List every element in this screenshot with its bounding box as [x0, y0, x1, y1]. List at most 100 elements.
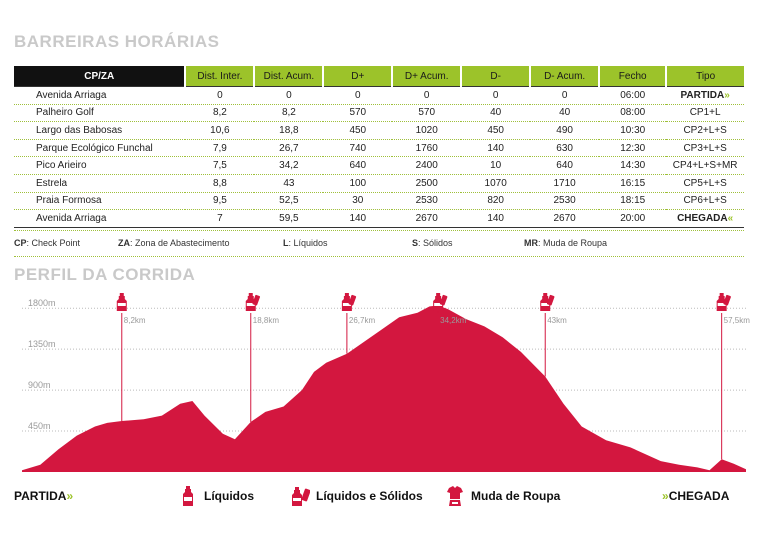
cell-value: CP6+L+S — [666, 192, 744, 211]
cell-value: 10 — [461, 156, 531, 175]
tipo-label: PARTIDA — [680, 89, 725, 101]
cell-value: CP2+L+S — [666, 121, 744, 140]
cell-value: PARTIDA» — [666, 86, 744, 105]
cell-value: 2530 — [530, 192, 600, 211]
legend-cp: CP: Check Point — [14, 238, 81, 248]
elevation-tick-label: 900m — [28, 380, 51, 390]
cell-value: CP4+L+S+MR — [666, 156, 744, 175]
cell-value: CP3+L+S — [666, 139, 744, 158]
cell-value: 0 — [530, 86, 600, 105]
bottle-icon — [183, 486, 193, 506]
cell-value: 8,2 — [185, 104, 255, 123]
cell-value: 140 — [461, 139, 531, 158]
legend-muda-roupa: Muda de Roupa — [471, 489, 561, 503]
table-row: Largo das Babosas 10,6 18,8 450 1020 450 490 10… — [14, 121, 744, 140]
cell-value: 10,6 — [185, 121, 255, 140]
cell-value: 52,5 — [254, 192, 324, 211]
table-header-row: CP/ZA Dist. Inter. Dist. Acum. D+ D+ Acu… — [14, 66, 744, 87]
col-header: Tipo — [666, 66, 744, 87]
cell-value: 12:30 — [599, 139, 667, 158]
cell-value: 1020 — [392, 121, 462, 140]
cell-location: Parque Ecológico Funchal — [14, 139, 186, 158]
cell-value: 450 — [323, 121, 393, 140]
col-header: D- Acum. — [530, 66, 601, 87]
cell-value: 100 — [323, 174, 393, 193]
cell-value: 20:00 — [599, 209, 667, 228]
col-header: Dist. Inter. — [185, 66, 256, 87]
cell-value: 30 — [323, 192, 393, 211]
cell-value: 7,5 — [185, 156, 255, 175]
checkpoint-km-label: 8,2km — [124, 316, 146, 325]
table-row: Avenida Arriaga 0 0 0 0 0 0 06:00 PARTIDA» — [14, 86, 744, 105]
cell-value: CP1+L — [666, 104, 744, 123]
legend-chegada: »CHEGADA — [662, 489, 730, 503]
cell-value: 740 — [323, 139, 393, 158]
cell-value: 7,9 — [185, 139, 255, 158]
cell-value: 570 — [323, 104, 393, 123]
elevation-area — [22, 305, 746, 472]
cell-value: 1710 — [530, 174, 600, 193]
cell-value: 2530 — [392, 192, 462, 211]
table-row: Palheiro Golf 8,2 8,2 570 570 40 40 08:00 CP1+L — [14, 104, 744, 123]
cell-value: 2400 — [392, 156, 462, 175]
legend-liquidos: Líquidos — [204, 489, 254, 503]
checkpoint-km-label: 57,5km — [724, 316, 751, 325]
cell-value: 570 — [392, 104, 462, 123]
cell-value: 26,7 — [254, 139, 324, 158]
checkpoint-km-label: 43km — [547, 316, 567, 325]
cell-value: 0 — [185, 86, 255, 105]
chevron-left-icon: « — [727, 212, 734, 224]
bottle-food-icon — [716, 293, 731, 311]
cell-value: 1070 — [461, 174, 531, 193]
cell-value: 34,2 — [254, 156, 324, 175]
cell-value: 14:30 — [599, 156, 667, 175]
col-header: D+ Acum. — [392, 66, 463, 87]
cell-value: 0 — [461, 86, 531, 105]
cell-value: 8,8 — [185, 174, 255, 193]
elevation-profile-chart: 1800m 1350m 900m 450m 8,2km 18,8km 26,7km 34,2k… — [22, 293, 751, 472]
legend-l: L: Líquidos — [283, 238, 328, 248]
legend-partida: PARTIDA» — [14, 489, 74, 503]
cell-location: Estrela — [14, 174, 186, 193]
bottle-food-icon — [292, 487, 310, 506]
cell-location: Avenida Arriaga — [14, 86, 186, 105]
cell-value: 490 — [530, 121, 600, 140]
checkpoint-km-label: 18,8km — [253, 316, 280, 325]
cell-location: Praia Formosa — [14, 192, 186, 211]
bottle-food-icon — [245, 293, 261, 311]
bottle-icon — [116, 293, 127, 311]
cell-value: 16:15 — [599, 174, 667, 193]
col-header: D- — [461, 66, 532, 87]
section-title-barreiras: BARREIRAS HORÁRIAS — [14, 32, 220, 51]
table-row: Pico Arieiro 7,5 34,2 640 2400 10 640 14:30 CP4+… — [14, 156, 744, 175]
section-title-perfil: PERFIL DA CORRIDA — [14, 265, 196, 284]
cell-value: 0 — [254, 86, 324, 105]
cell-value: 43 — [254, 174, 324, 193]
checkpoint-km-label: 34,2km — [440, 316, 467, 325]
checkpoint-km-label: 26,7km — [349, 316, 376, 325]
cell-value: 140 — [323, 209, 393, 228]
cell-location: Largo das Babosas — [14, 121, 186, 140]
barreiras-table: CP/ZA Dist. Inter. Dist. Acum. D+ D+ Acu… — [14, 66, 744, 228]
elevation-tick-label: 1350m — [28, 339, 56, 349]
cell-value: 59,5 — [254, 209, 324, 228]
cell-value: 0 — [323, 86, 393, 105]
table-row: Parque Ecológico Funchal 7,9 26,7 740 1760 14… — [14, 139, 744, 158]
legend-liquidos-solidos: Líquidos e Sólidos — [316, 489, 423, 503]
clothes-change-icon — [433, 293, 448, 311]
table-row: Estrela 8,8 43 100 2500 1070 1710 16:15 CP5+L+S — [14, 174, 744, 193]
cell-value: 630 — [530, 139, 600, 158]
clothes-change-icon — [447, 486, 463, 506]
cell-value: 1760 — [392, 139, 462, 158]
divider — [14, 256, 744, 257]
elevation-tick-label: 450m — [28, 421, 51, 431]
chevron-right-icon: » — [724, 89, 730, 101]
col-header: D+ — [323, 66, 394, 87]
cell-value: 450 — [461, 121, 531, 140]
cell-value: 8,2 — [254, 104, 324, 123]
cell-value: 40 — [530, 104, 600, 123]
bottle-food-icon — [540, 293, 555, 311]
elevation-tick-label: 1800m — [28, 298, 56, 308]
cell-value: 06:00 — [599, 86, 667, 105]
cell-value: 2500 — [392, 174, 462, 193]
